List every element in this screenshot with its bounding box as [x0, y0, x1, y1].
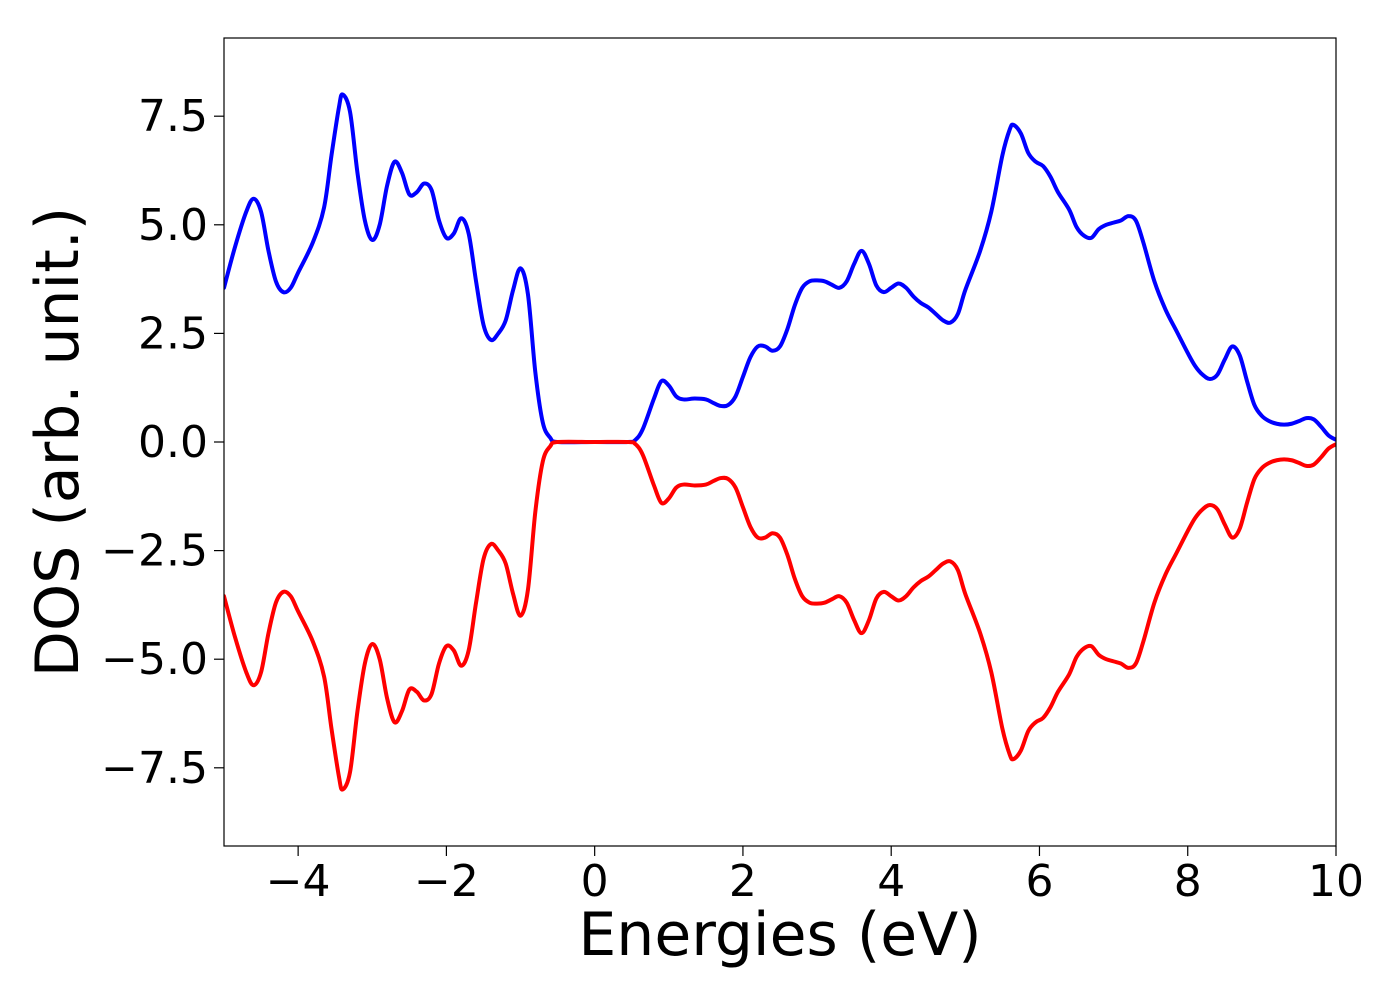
series-line-red: [224, 439, 1336, 792]
series-line-blue: [224, 92, 1336, 445]
y-axis-title: DOS (arb. unit.): [23, 207, 93, 677]
x-tick-label: 8: [1174, 856, 1202, 907]
x-axis-title: Energies (eV): [578, 900, 981, 970]
x-tick-label: 6: [1025, 856, 1053, 907]
x-tick-label: 0: [581, 856, 609, 907]
x-tick-label: 10: [1308, 856, 1364, 907]
x-axis-ticks: −4 −2 0 2 4 6 8 10: [266, 846, 1364, 907]
x-tick-label: 2: [729, 856, 757, 907]
y-tick-label: 2.5: [138, 308, 208, 359]
y-tick-label: 0.0: [138, 417, 208, 468]
x-tick-label: −4: [266, 856, 331, 907]
y-tick-label: −2.5: [101, 526, 208, 577]
y-tick-label: −5.0: [101, 634, 208, 685]
y-tick-label: −7.5: [101, 743, 208, 794]
y-tick-label: 5.0: [138, 200, 208, 251]
x-tick-label: −2: [414, 856, 479, 907]
x-tick-label: 4: [877, 856, 905, 907]
series-layer: [224, 92, 1336, 792]
y-axis-ticks: −7.5 −5.0 −2.5 0.0 2.5 5.0 7.5: [101, 91, 224, 794]
y-tick-label: 7.5: [138, 91, 208, 142]
